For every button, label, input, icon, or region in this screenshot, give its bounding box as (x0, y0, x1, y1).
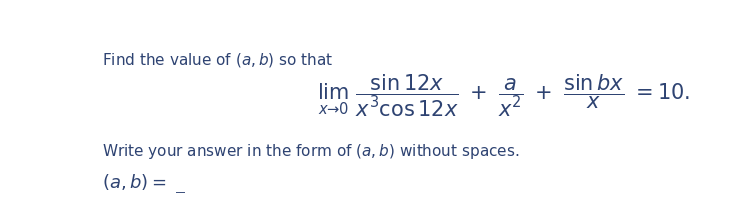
Text: $(a, b) =$ _: $(a, b) =$ _ (102, 172, 187, 195)
Text: Write your answer in the form of $(a, b)$ without spaces.: Write your answer in the form of $(a, b)… (102, 142, 520, 161)
Text: Find the value of $(a, b)$ so that: Find the value of $(a, b)$ so that (102, 51, 334, 69)
Text: $\lim_{x \to 0}\ \dfrac{\sin 12x}{x^3 \cos 12x}\ +\ \dfrac{a}{x^2}\ +\ \dfrac{\s: $\lim_{x \to 0}\ \dfrac{\sin 12x}{x^3 \c… (317, 73, 690, 119)
